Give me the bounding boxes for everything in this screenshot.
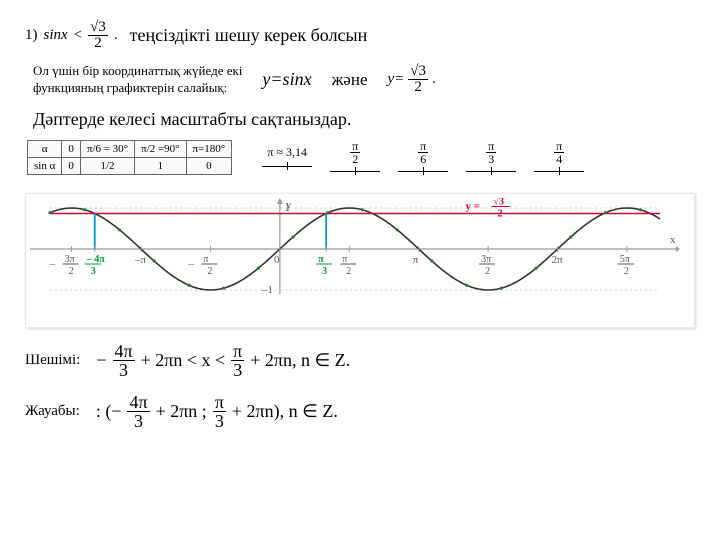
tick-pi3: π3 bbox=[466, 140, 516, 172]
solution-expr: − 4π3 + 2πn < x < π3 + 2πn, n ∈ Z. bbox=[96, 342, 350, 379]
svg-text:–π: –π bbox=[134, 254, 147, 266]
sine-graph: xy1–1y = √32– 3π2– 4π3–π– π20π3π2π3π22π5… bbox=[30, 198, 680, 318]
svg-text:0: 0 bbox=[274, 254, 280, 266]
tick-pi6: π6 bbox=[398, 140, 448, 172]
problem-tail: теңсіздікті шешу керек болсын bbox=[130, 25, 368, 46]
svg-text:2: 2 bbox=[498, 208, 503, 219]
alpha-table: α 0 π/6 = 30° π/2 =90° π=180° sin α 0 1/… bbox=[27, 140, 232, 175]
svg-text:–: – bbox=[187, 258, 194, 270]
problem-relation: < bbox=[74, 27, 82, 44]
explain-text: Ол үшін бір координаттық жүйеде екі функ… bbox=[33, 63, 242, 97]
svg-text:5π: 5π bbox=[620, 254, 630, 265]
y-eq-const: y= √3 2 . bbox=[388, 64, 436, 95]
tick-pi4: π4 bbox=[534, 140, 584, 172]
number-line-ticks: π ≈ 3,14 π2 π6 π3 π4 bbox=[262, 140, 584, 172]
svg-text:2: 2 bbox=[346, 266, 351, 277]
svg-text:π: π bbox=[342, 254, 347, 265]
table-ticks-row: α 0 π/6 = 30° π/2 =90° π=180° sin α 0 1/… bbox=[25, 140, 695, 175]
problem-dot: . bbox=[114, 27, 118, 44]
graph-container: xy1–1y = √32– 3π2– 4π3–π– π20π3π2π3π22π5… bbox=[25, 193, 695, 328]
answer-label: Жауабы: bbox=[25, 403, 80, 420]
problem-func: sinx bbox=[44, 27, 68, 44]
svg-text:3π: 3π bbox=[481, 254, 491, 265]
y-eq-sinx: y=sinx bbox=[262, 69, 311, 90]
svg-text:π: π bbox=[318, 254, 324, 265]
problem-index: 1) bbox=[25, 27, 38, 44]
svg-text:3π: 3π bbox=[65, 254, 75, 265]
tick-pi: π ≈ 3,14 bbox=[262, 145, 312, 167]
solution-label: Шешімі: bbox=[25, 352, 80, 369]
svg-text:3: 3 bbox=[322, 266, 327, 277]
tick-pi2: π2 bbox=[330, 140, 380, 172]
svg-text:1: 1 bbox=[285, 202, 291, 214]
svg-text:π: π bbox=[413, 254, 419, 266]
and-word: және bbox=[332, 70, 368, 90]
solution-row: Шешімі: − 4π3 + 2πn < x < π3 + 2πn, n ∈ … bbox=[25, 342, 695, 379]
svg-text:– 4π: – 4π bbox=[86, 254, 106, 265]
problem-statement: 1) sinx < √3 2 . теңсіздікті шешу керек … bbox=[25, 20, 695, 51]
svg-text:–: – bbox=[49, 258, 56, 270]
svg-text:3: 3 bbox=[91, 266, 96, 277]
scale-note: Дәптерде келесі масштабты сақтаныздар. bbox=[25, 109, 695, 130]
svg-text:2: 2 bbox=[69, 266, 74, 277]
svg-text:π: π bbox=[203, 254, 208, 265]
svg-text:y =: y = bbox=[466, 200, 481, 212]
answer-expr: : (− 4π3 + 2πn ; π3 + 2πn), n ∈ Z. bbox=[96, 393, 338, 430]
answer-row: Жауабы: : (− 4π3 + 2πn ; π3 + 2πn), n ∈ … bbox=[25, 393, 695, 430]
explain-row: Ол үшін бір координаттық жүйеде екі функ… bbox=[25, 63, 695, 97]
svg-text:–1: –1 bbox=[261, 284, 273, 296]
problem-rhs: √3 2 bbox=[88, 20, 108, 51]
svg-text:2π: 2π bbox=[552, 254, 564, 266]
svg-text:2: 2 bbox=[485, 266, 490, 277]
svg-text:x: x bbox=[670, 234, 676, 246]
svg-text:2: 2 bbox=[207, 266, 212, 277]
svg-text:2: 2 bbox=[624, 266, 629, 277]
